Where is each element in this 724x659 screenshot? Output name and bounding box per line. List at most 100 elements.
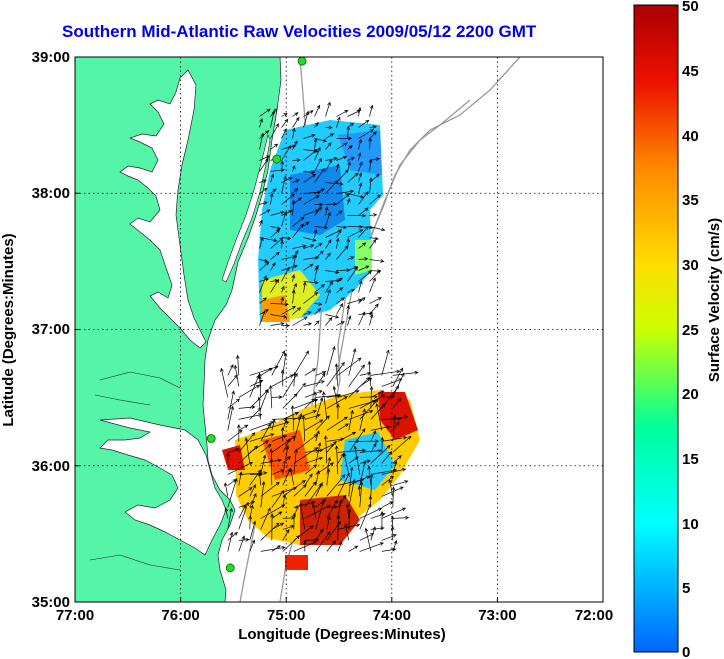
colorbar-tick-label: 25: [682, 322, 699, 339]
velocity-arrow: [358, 119, 370, 128]
velocity-arrow: [271, 522, 285, 530]
velocity-arrow: [227, 405, 234, 431]
velocity-arrow: [370, 390, 385, 398]
velocity-arrow: [313, 391, 317, 409]
velocity-arrow: [238, 537, 250, 542]
velocity-arrow: [392, 480, 409, 486]
velocity-arrow: [370, 369, 401, 376]
velocity-arrow: [293, 413, 303, 442]
velocity-arrow: [358, 191, 369, 205]
velocity-arrow: [345, 503, 350, 519]
velocity-arrow: [292, 512, 297, 530]
velocity-arrow: [314, 206, 323, 216]
velocity-arrow: [315, 442, 322, 464]
velocity-arrow: [292, 140, 298, 150]
velocity-arrow: [326, 345, 336, 376]
velocity-arrow: [289, 468, 295, 486]
velocity-arrow: [358, 242, 367, 249]
velocity-arrow: [311, 503, 317, 519]
x-tick-label: 77:00: [56, 607, 94, 624]
velocity-arrow: [282, 456, 291, 464]
velocity-arrow: [325, 101, 331, 117]
velocity-arrow: [303, 110, 310, 128]
velocity-arrow: [314, 202, 324, 207]
velocity-arrow: [292, 244, 307, 249]
velocity-arrow: [358, 207, 369, 216]
velocity-arrow: [257, 374, 262, 398]
velocity-arrow: [336, 297, 346, 304]
velocity-arrow: [293, 484, 307, 497]
velocity-east-north: [355, 240, 372, 275]
velocity-arrow: [291, 199, 296, 216]
colorbar-tick-label: 0: [682, 644, 690, 659]
velocity-arrow: [249, 440, 269, 453]
velocity-arrow: [282, 411, 300, 420]
velocity-arrow: [325, 314, 340, 319]
velocity-arrow: [359, 448, 383, 453]
velocity-arrow: [336, 110, 349, 117]
velocity-arrow: [270, 188, 277, 194]
velocity-arrow: [358, 311, 366, 326]
colorbar-tick-labels: 50 45 40 35 30 25 20 15 10 5 0: [682, 0, 699, 659]
colorbar-tick-label: 5: [682, 580, 690, 597]
velocity-southwest-north: [262, 295, 290, 322]
velocity-arrow: [293, 447, 319, 464]
velocity-arrow: [381, 450, 393, 464]
velocity-arrow: [269, 192, 274, 205]
velocity-arrow: [270, 513, 274, 541]
velocity-arrow: [368, 495, 373, 508]
velocity-arrow: [280, 369, 285, 387]
velocity-arrow: [359, 481, 364, 508]
isobath-mid: [335, 99, 471, 381]
velocity-arrow: [357, 152, 362, 161]
velocity-arrow: [347, 508, 352, 530]
velocity-arrow: [314, 168, 325, 183]
velocity-arrow: [292, 197, 302, 205]
y-tick-label: 38:00: [32, 185, 70, 202]
velocity-arrow: [326, 416, 348, 431]
station-markers: [206, 57, 307, 573]
velocity-arrow: [303, 110, 314, 117]
velocity-arrow: [259, 310, 266, 326]
velocity-arrow: [259, 201, 268, 205]
velocity-arrow: [314, 121, 319, 128]
velocity-arrow: [325, 133, 335, 139]
velocity-arrow: [268, 384, 273, 409]
velocity-arrow: [303, 263, 314, 271]
velocity-arrow: [314, 265, 319, 282]
velocity-arrow: [280, 296, 285, 304]
velocity-arrow: [325, 202, 338, 206]
velocity-arrow: [270, 143, 279, 150]
velocity-arrow: [292, 158, 301, 163]
velocity-arrow: [358, 172, 363, 183]
velocity-arrow: [347, 256, 355, 260]
velocity-arrow: [357, 485, 362, 497]
velocity-arrow: [369, 213, 378, 217]
pamlico-sound: [99, 417, 227, 556]
velocity-arrow: [292, 253, 298, 271]
velocity-arrow: [353, 445, 361, 475]
velocity-arrow: [281, 118, 289, 128]
velocity-arrow: [314, 307, 322, 315]
velocity-arrow: [369, 131, 377, 139]
velocity-arrow: [369, 259, 385, 263]
velocity-arrow: [392, 435, 412, 453]
velocity-arrow: [259, 108, 271, 117]
velocity-arrow: [370, 429, 377, 442]
velocity-arrow: [336, 277, 343, 282]
velocity-arrow: [227, 364, 234, 376]
colorbar-tick-label: 30: [682, 257, 699, 274]
velocity-arrow: [322, 391, 328, 420]
velocity-arrow: [315, 415, 330, 431]
velocity-arrow: [238, 405, 256, 410]
velocity-arrow: [220, 367, 229, 398]
velocity-arrow: [259, 297, 267, 304]
velocity-arrow: [337, 357, 362, 376]
velocity-arrow: [347, 229, 364, 238]
velocity-arrow: [281, 144, 292, 161]
colorbar: [633, 4, 679, 653]
velocity-arrow: [237, 424, 241, 442]
velocity-arrow: [348, 348, 357, 376]
velocity-arrow: [224, 507, 229, 519]
colorbar-tick-label: 20: [682, 386, 699, 403]
